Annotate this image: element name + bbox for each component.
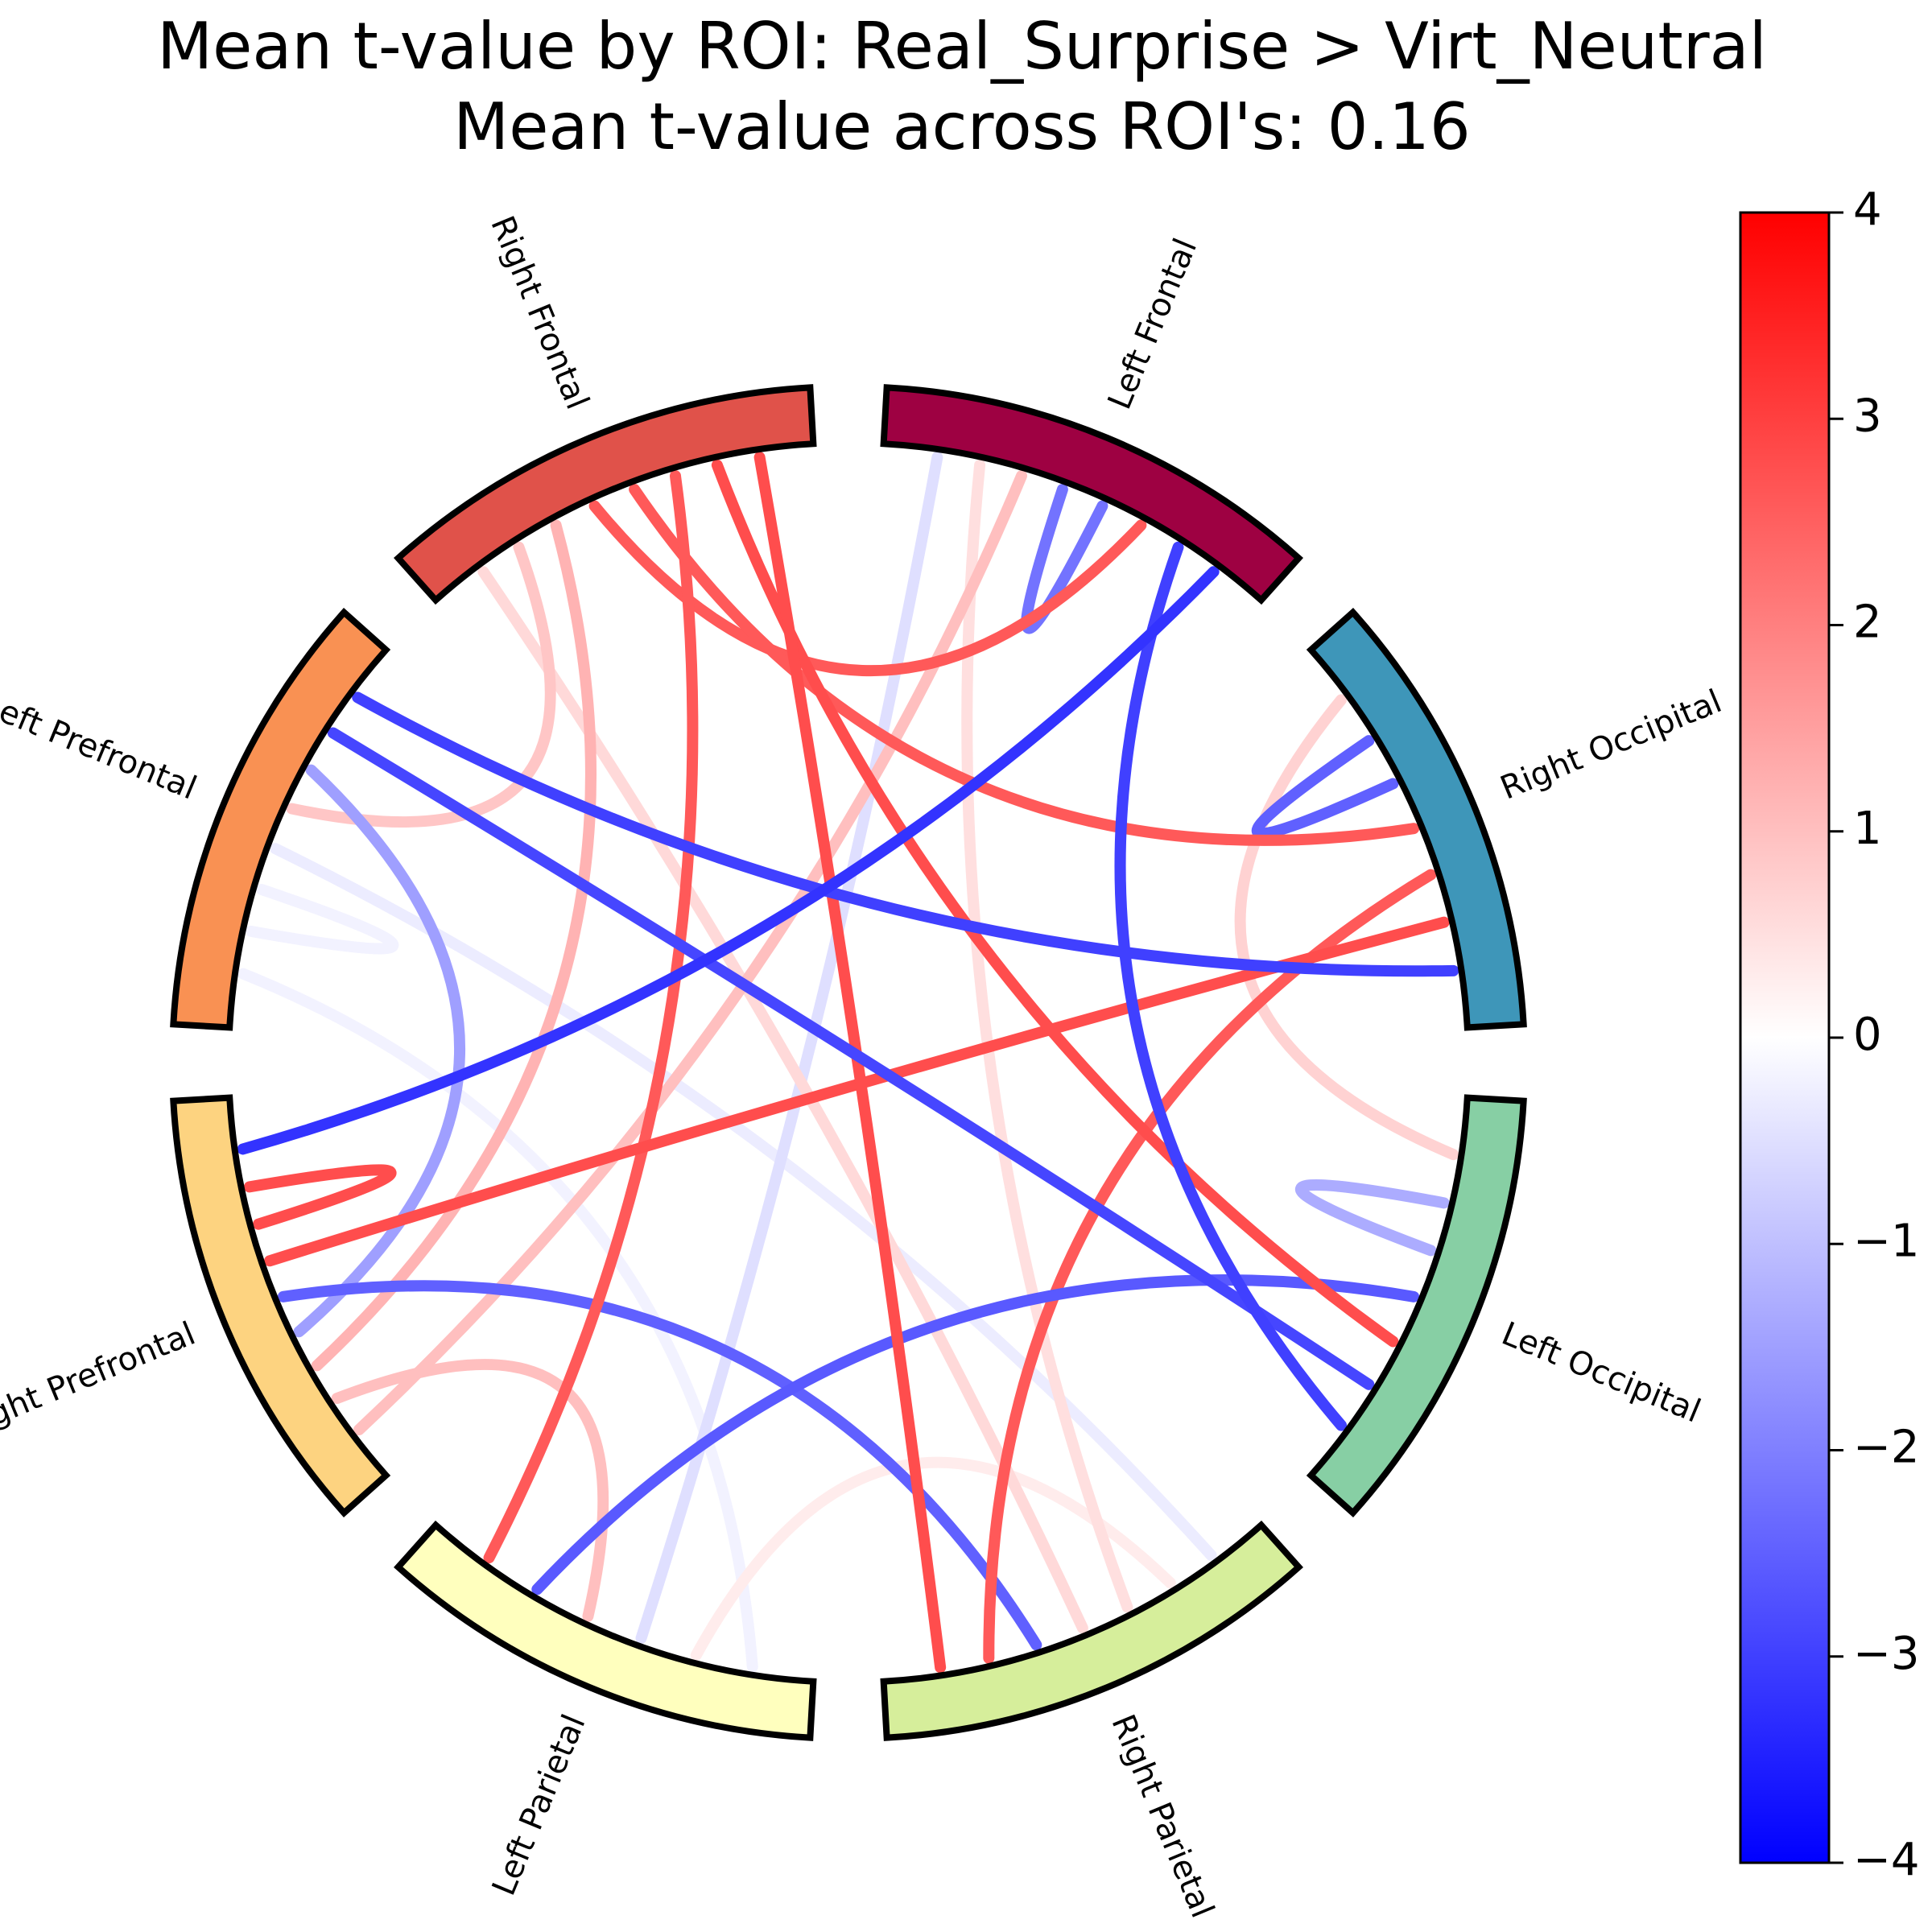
colorbar-ticks: 4 3 2 1 0 −1 −2 −3 −4 <box>1829 184 1920 1886</box>
link-left-frontal-left-occipital-4 <box>1114 541 1348 1431</box>
link-left-parietal-left-prefrontal-23 <box>237 968 758 1673</box>
link-left-frontal-left-frontal-5 <box>1021 484 1108 634</box>
colorbar-tick-label: −4 <box>1853 1834 1920 1886</box>
link-right-parietal-right-prefrontal-19 <box>277 1280 1042 1651</box>
node-label-right-occipital: Right Occipital <box>1495 683 1727 807</box>
link-right-prefrontal-right-frontal-26 <box>311 519 597 1372</box>
node-arc-left-prefrontal <box>170 608 391 1031</box>
link-left-occipital-left-occipital-16 <box>1294 1179 1450 1257</box>
link-left-prefrontal-left-prefrontal-29 <box>245 883 399 955</box>
colorbar: 4 3 2 1 0 −1 −2 −3 −4 <box>1739 184 1920 1886</box>
link-right-occipital-left-prefrontal-8 <box>352 691 1459 977</box>
colorbar-tick-label: −2 <box>1853 1422 1920 1474</box>
node-label-right-frontal: Right Frontal <box>483 211 596 415</box>
link-left-parietal-right-frontal-22 <box>483 470 699 1564</box>
colorbar-tick-label: 0 <box>1853 1009 1882 1061</box>
link-left-frontal-left-parietal-2 <box>635 452 943 1645</box>
link-right-prefrontal-left-prefrontal-25 <box>293 764 466 1338</box>
link-right-occipital-right-parietal-10 <box>983 869 1437 1664</box>
node-arc-right-occipital <box>1306 608 1527 1031</box>
colorbar-tick-label: −1 <box>1853 1215 1920 1267</box>
node-label-left-frontal: Left Frontal <box>1101 233 1205 415</box>
colorbar-tick-label: −3 <box>1853 1628 1920 1680</box>
colorbar-tick-label: 1 <box>1853 803 1882 855</box>
node-label-left-parietal: Left Parietal <box>485 1709 593 1901</box>
node-arc-right-frontal <box>394 384 817 605</box>
node-label-left-occipital: Left Occipital <box>1496 1315 1706 1430</box>
node-label-right-prefrontal: Right Prefrontal <box>0 1315 200 1446</box>
link-left-frontal-right-frontal-0 <box>588 500 1147 677</box>
node-label-left-prefrontal: Left Prefrontal <box>0 686 202 807</box>
link-left-frontal-right-prefrontal-3 <box>237 566 1220 1155</box>
colorbar-gradient <box>1739 211 1831 1864</box>
chart-title: Mean t-value by ROI: Real_Surprise > Vir… <box>157 9 1767 84</box>
link-right-prefrontal-right-prefrontal-27 <box>243 1164 397 1230</box>
node-arc-left-parietal <box>394 1520 817 1741</box>
node-arc-left-occipital <box>1306 1094 1527 1517</box>
nodes-layer <box>170 384 1527 1741</box>
colorbar-tick-label: 3 <box>1853 390 1882 442</box>
node-label-right-parietal: Right Parietal <box>1104 1709 1220 1923</box>
node-arc-right-prefrontal <box>170 1094 391 1517</box>
chart-subtitle: Mean t-value across ROI's: 0.16 <box>453 89 1471 164</box>
links-layer <box>237 452 1459 1674</box>
link-left-occipital-left-parietal-15 <box>531 1274 1420 1596</box>
colorbar-tick-label: 4 <box>1853 184 1882 236</box>
node-arc-left-frontal <box>880 384 1303 605</box>
node-arc-right-parietal <box>880 1520 1303 1741</box>
colorbar-tick-label: 2 <box>1853 597 1882 649</box>
link-right-occipital-right-occipital-11 <box>1251 735 1399 840</box>
link-left-occipital-left-prefrontal-14 <box>327 727 1375 1390</box>
